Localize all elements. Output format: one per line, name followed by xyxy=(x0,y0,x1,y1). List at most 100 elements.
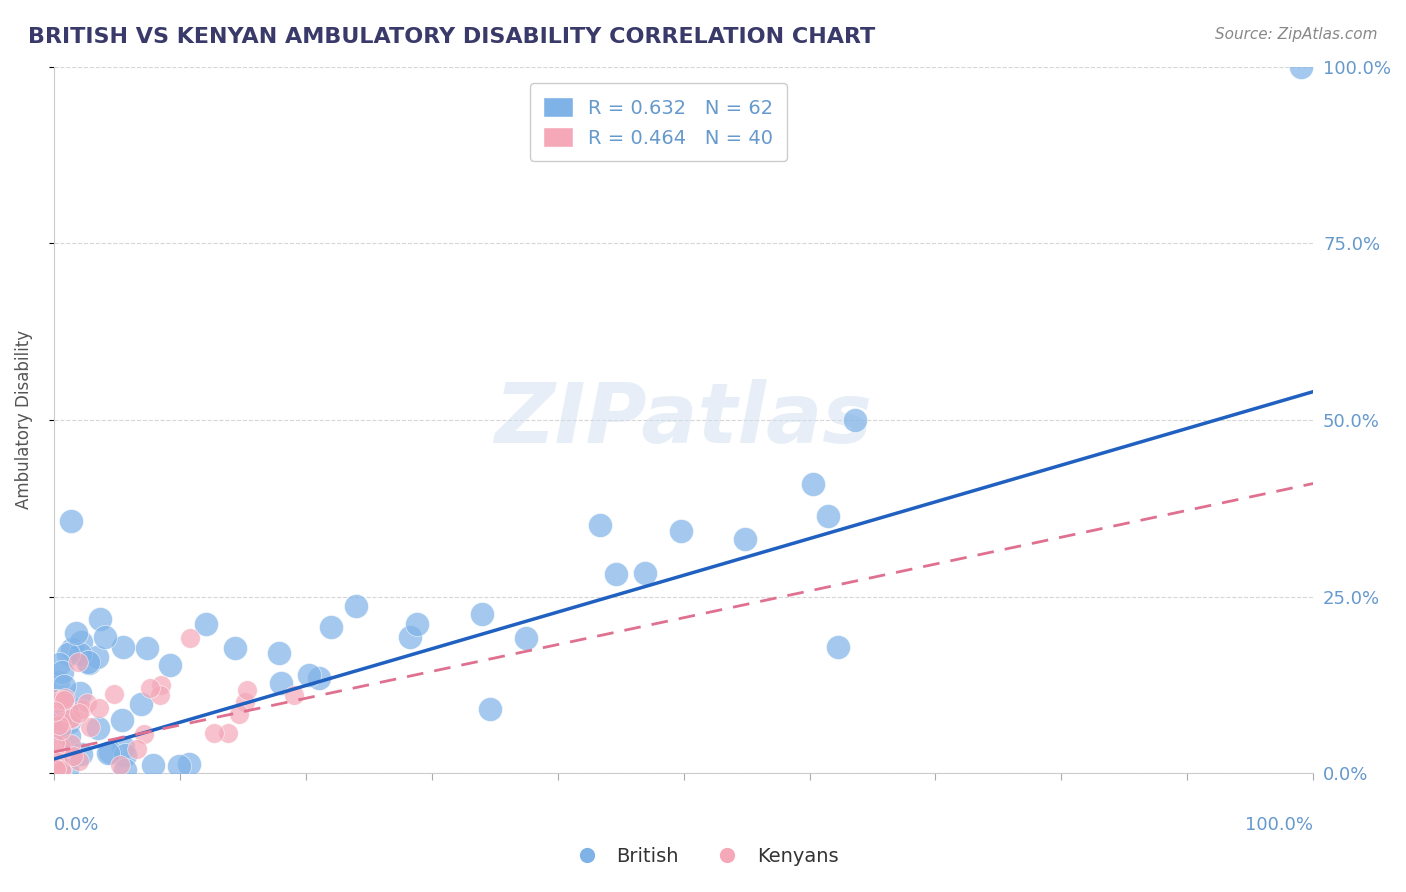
British xyxy=(114,763,136,777)
Kenyans xyxy=(132,727,155,741)
British xyxy=(669,524,692,538)
British xyxy=(297,668,319,682)
Kenyans xyxy=(149,688,172,702)
Kenyans xyxy=(233,695,256,709)
British xyxy=(60,642,83,657)
Legend: British, Kenyans: British, Kenyans xyxy=(560,838,846,873)
Kenyans xyxy=(51,763,73,777)
British xyxy=(44,721,66,735)
British xyxy=(344,599,367,614)
British xyxy=(69,648,91,662)
British xyxy=(70,635,93,649)
Kenyans xyxy=(49,693,72,707)
Legend: R = 0.632   N = 62, R = 0.464   N = 40: R = 0.632 N = 62, R = 0.464 N = 40 xyxy=(530,83,787,161)
British xyxy=(89,612,111,626)
Kenyans xyxy=(67,754,90,768)
British xyxy=(112,640,135,654)
British xyxy=(70,747,93,761)
British xyxy=(605,566,627,581)
British xyxy=(59,514,82,528)
Kenyans xyxy=(139,681,162,695)
British xyxy=(129,697,152,711)
Kenyans xyxy=(59,710,82,724)
Kenyans xyxy=(52,693,75,707)
Kenyans xyxy=(202,726,225,740)
Kenyans xyxy=(45,763,67,777)
British xyxy=(51,665,73,680)
Kenyans xyxy=(179,631,201,645)
British xyxy=(135,640,157,655)
Kenyans xyxy=(55,691,77,706)
British xyxy=(55,698,77,713)
British xyxy=(111,740,134,755)
British xyxy=(267,646,290,660)
British xyxy=(515,631,537,645)
British xyxy=(56,647,79,661)
Kenyans xyxy=(236,683,259,698)
British xyxy=(224,640,246,655)
British xyxy=(98,745,121,759)
British xyxy=(53,711,76,725)
Kenyans xyxy=(79,720,101,734)
Kenyans xyxy=(103,687,125,701)
Kenyans xyxy=(44,736,66,750)
British xyxy=(86,722,108,736)
British xyxy=(194,616,217,631)
British xyxy=(159,657,181,672)
Text: BRITISH VS KENYAN AMBULATORY DISABILITY CORRELATION CHART: BRITISH VS KENYAN AMBULATORY DISABILITY … xyxy=(28,27,876,46)
Text: ZIPatlas: ZIPatlas xyxy=(495,379,873,460)
Kenyans xyxy=(62,748,84,763)
Kenyans xyxy=(51,714,73,729)
British xyxy=(46,712,69,726)
British xyxy=(801,477,824,491)
Y-axis label: Ambulatory Disability: Ambulatory Disability xyxy=(15,330,32,509)
Kenyans xyxy=(60,712,83,726)
Kenyans xyxy=(52,699,75,714)
Kenyans xyxy=(44,704,66,718)
Kenyans xyxy=(49,763,72,777)
British xyxy=(844,413,866,427)
British xyxy=(86,650,108,665)
Kenyans xyxy=(66,655,89,669)
Kenyans xyxy=(283,688,305,702)
British xyxy=(479,701,502,715)
British xyxy=(65,625,87,640)
British xyxy=(48,657,70,672)
Kenyans xyxy=(70,702,93,716)
British xyxy=(399,631,422,645)
British xyxy=(58,729,80,743)
Kenyans xyxy=(67,706,90,720)
Text: 100.0%: 100.0% xyxy=(1246,815,1313,834)
British xyxy=(142,757,165,772)
Kenyans xyxy=(76,696,98,710)
Kenyans xyxy=(44,692,66,706)
British xyxy=(167,759,190,773)
British xyxy=(77,655,100,669)
British xyxy=(734,533,756,547)
British xyxy=(177,757,200,772)
British xyxy=(52,679,75,693)
Kenyans xyxy=(125,742,148,756)
Kenyans xyxy=(49,739,72,754)
British xyxy=(48,675,70,690)
British xyxy=(308,671,330,685)
Kenyans xyxy=(49,723,72,738)
Kenyans xyxy=(46,755,69,769)
British xyxy=(58,715,80,730)
British xyxy=(1289,60,1312,74)
British xyxy=(270,676,292,690)
Text: Source: ZipAtlas.com: Source: ZipAtlas.com xyxy=(1215,27,1378,42)
British xyxy=(321,620,343,634)
Text: 0.0%: 0.0% xyxy=(53,815,100,834)
Kenyans xyxy=(48,718,70,732)
Kenyans xyxy=(89,701,111,715)
British xyxy=(633,566,655,581)
British xyxy=(827,640,849,654)
British xyxy=(471,607,494,621)
British xyxy=(111,713,134,727)
British xyxy=(69,685,91,699)
Kenyans xyxy=(60,737,83,751)
British xyxy=(55,763,77,777)
British xyxy=(94,630,117,644)
Kenyans xyxy=(217,726,239,740)
